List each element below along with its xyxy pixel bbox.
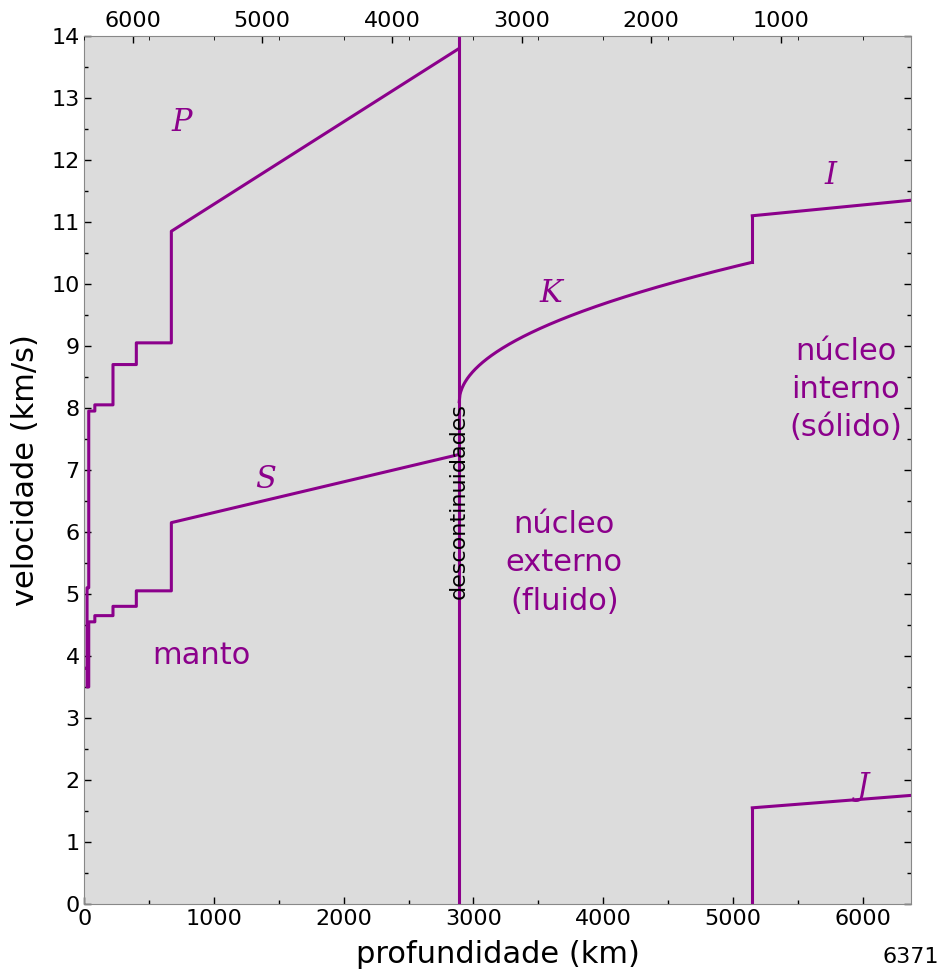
Text: núcleo
interno
(sólido): núcleo interno (sólido) [789,337,902,442]
Text: P: P [171,107,192,138]
X-axis label: profundidade (km): profundidade (km) [355,940,639,969]
Text: descontinuidades: descontinuidades [449,403,469,599]
Text: 6371: 6371 [883,948,939,967]
Text: S: S [256,464,276,495]
Text: K: K [540,277,562,309]
Text: J: J [856,770,868,802]
Text: manto: manto [152,642,250,670]
Text: I: I [824,160,836,191]
Text: núcleo
externo
(fluido): núcleo externo (fluido) [505,511,623,615]
Y-axis label: velocidade (km/s): velocidade (km/s) [11,334,40,606]
